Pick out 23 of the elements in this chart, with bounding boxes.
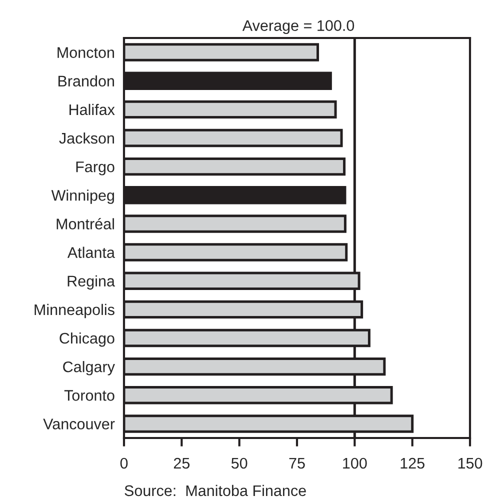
y-tick-label: Halifax: [70, 104, 115, 116]
y-tick-label: Brandon: [58, 75, 114, 87]
y-tick-label: Winnipeg: [51, 190, 114, 204]
x-tick-label: 25: [174, 458, 190, 469]
y-tick-label: Montréal: [56, 218, 114, 230]
y-tick-label: Toronto: [64, 390, 114, 401]
x-tick-label: 75: [289, 458, 305, 469]
y-tick-label: Regina: [68, 275, 115, 290]
x-tick-label: 0: [120, 458, 128, 469]
x-tick-label: 50: [231, 458, 248, 469]
y-tick-label: Atlanta: [67, 246, 115, 258]
x-tick-label: 100: [343, 458, 367, 469]
y-tick-label: Moncton: [58, 47, 114, 58]
x-tick-label: 125: [400, 458, 424, 469]
y-tick-label: Minneapolis: [34, 304, 114, 318]
y-tick-label: Calgary: [63, 361, 115, 376]
y-tick-label: Vancouver: [43, 418, 115, 430]
y-tick-label: Jackson: [59, 132, 114, 144]
ref-line-label: Average = 100.0: [242, 20, 354, 34]
x-tick-label: 150: [458, 458, 482, 469]
source-note: Source: Manitoba Finance: [124, 484, 306, 496]
y-tick-label: Fargo: [76, 162, 114, 176]
y-tick-label: Chicago: [60, 332, 114, 347]
